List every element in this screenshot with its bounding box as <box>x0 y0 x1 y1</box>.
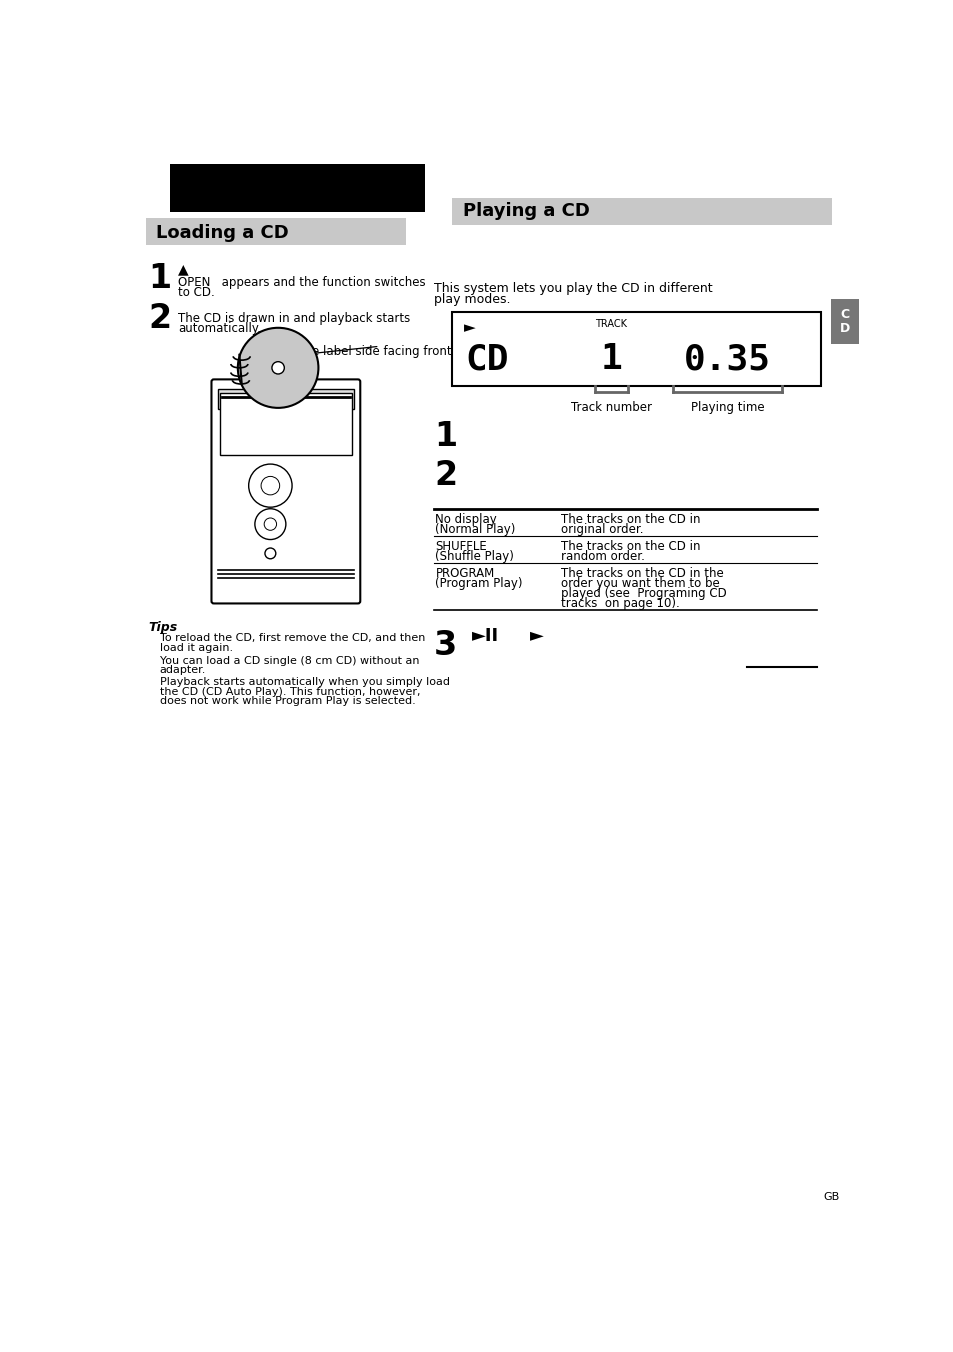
Text: random order.: random order. <box>560 550 644 564</box>
Bar <box>170 164 425 211</box>
Circle shape <box>264 518 276 530</box>
Text: The CD is drawn in and playback starts: The CD is drawn in and playback starts <box>178 312 410 326</box>
Text: Track number: Track number <box>570 402 651 414</box>
Circle shape <box>254 508 286 539</box>
Text: Playing a CD: Playing a CD <box>462 201 589 220</box>
Text: automatically.: automatically. <box>178 322 261 335</box>
Text: load it again.: load it again. <box>159 642 233 653</box>
FancyBboxPatch shape <box>212 380 360 603</box>
Text: tracks  on page 10).: tracks on page 10). <box>560 598 679 610</box>
Text: the CD (CD Auto Play). This function, however,: the CD (CD Auto Play). This function, ho… <box>159 687 419 696</box>
Text: to CD.: to CD. <box>178 287 214 299</box>
Text: 1: 1 <box>149 262 172 295</box>
Text: Playback starts automatically when you simply load: Playback starts automatically when you s… <box>159 677 449 687</box>
Text: No display: No display <box>435 514 497 526</box>
Bar <box>217 389 354 408</box>
Circle shape <box>249 464 292 507</box>
Text: ►II: ►II <box>472 626 498 645</box>
Text: C
D: C D <box>839 308 849 335</box>
Text: This system lets you play the CD in different: This system lets you play the CD in diff… <box>434 281 712 295</box>
Text: ►: ► <box>530 626 543 645</box>
Text: You can load a CD single (8 cm CD) without an: You can load a CD single (8 cm CD) witho… <box>159 656 418 665</box>
Circle shape <box>237 327 318 408</box>
Text: Playing time: Playing time <box>690 402 763 414</box>
Text: The tracks on the CD in: The tracks on the CD in <box>560 514 700 526</box>
Text: CD: CD <box>465 342 509 376</box>
Text: does not work while Program Play is selected.: does not work while Program Play is sele… <box>159 696 415 706</box>
Text: Tips: Tips <box>149 621 178 634</box>
Circle shape <box>272 362 284 375</box>
Bar <box>830 299 858 343</box>
Text: The tracks on the CD in: The tracks on the CD in <box>560 541 700 553</box>
Text: OPEN   appears and the function switches: OPEN appears and the function switches <box>178 276 425 289</box>
Text: order you want them to be: order you want them to be <box>560 577 719 591</box>
Text: (Normal Play): (Normal Play) <box>435 523 516 537</box>
Text: (Program Play): (Program Play) <box>435 577 522 591</box>
Text: GB: GB <box>822 1192 840 1202</box>
Bar <box>146 218 406 245</box>
Text: PROGRAM: PROGRAM <box>435 568 495 580</box>
Text: TRACK: TRACK <box>595 319 627 330</box>
Text: Loading a CD: Loading a CD <box>156 224 289 242</box>
Text: 3: 3 <box>434 629 456 662</box>
Text: To reload the CD, first remove the CD, and then: To reload the CD, first remove the CD, a… <box>159 634 424 644</box>
Bar <box>220 393 352 454</box>
Text: With the label side facing front.: With the label side facing front. <box>269 345 455 358</box>
Circle shape <box>261 476 279 495</box>
Text: 0.35: 0.35 <box>683 342 770 376</box>
Text: (Shuffle Play): (Shuffle Play) <box>435 550 514 564</box>
Bar <box>452 311 820 385</box>
Circle shape <box>265 548 275 558</box>
Text: The tracks on the CD in the: The tracks on the CD in the <box>560 568 723 580</box>
Text: ►: ► <box>464 320 476 335</box>
Text: ▲: ▲ <box>178 262 189 276</box>
Text: adapter.: adapter. <box>159 665 206 675</box>
Text: play modes.: play modes. <box>434 293 510 306</box>
Text: original order.: original order. <box>560 523 643 537</box>
Bar <box>452 197 831 224</box>
Text: 1: 1 <box>434 420 456 453</box>
Text: 1: 1 <box>599 342 621 376</box>
Text: 2: 2 <box>149 303 172 335</box>
Text: played (see  Programing CD: played (see Programing CD <box>560 587 726 600</box>
Text: 2: 2 <box>434 458 456 492</box>
Text: SHUFFLE: SHUFFLE <box>435 541 487 553</box>
